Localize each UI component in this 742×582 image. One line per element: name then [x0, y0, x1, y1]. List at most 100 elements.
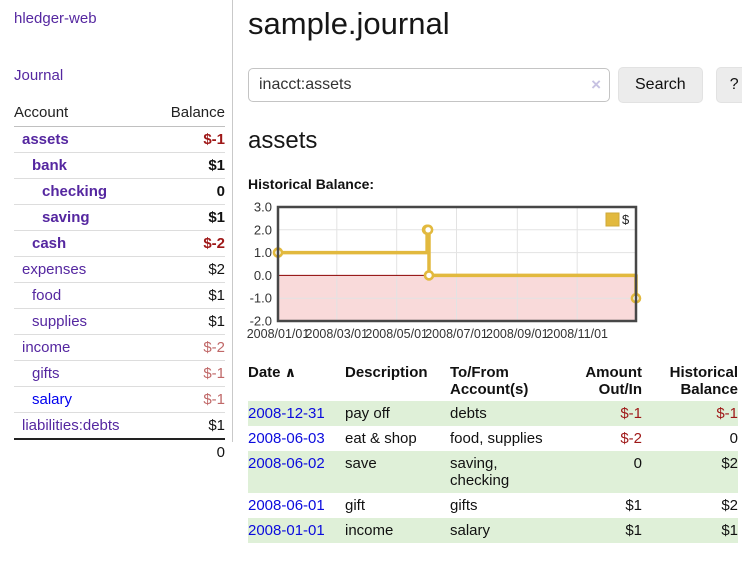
account-link-expenses[interactable]: expenses: [22, 261, 87, 278]
svg-text:-2.0: -2.0: [250, 314, 272, 329]
transaction-description: eat & shop: [345, 430, 417, 447]
account-link-checking[interactable]: checking: [42, 183, 108, 200]
svg-text:2008/09/01: 2008/09/01: [486, 327, 549, 341]
account-link-supplies[interactable]: supplies: [32, 313, 88, 330]
register-header-balance: Historical Balance: [669, 364, 738, 398]
account-row: checking 0: [14, 178, 225, 205]
register-row: 2008-01-01 income salary $1 $1: [248, 518, 738, 543]
accounts-table: Account Balance assets $-1 bank $1 check…: [14, 101, 225, 465]
brand: hledger-web: [14, 10, 225, 27]
register-row: 2008-06-03 eat & shop food, supplies $-2…: [248, 426, 738, 451]
brand-link[interactable]: hledger-web: [14, 10, 97, 27]
page-title: sample.journal: [248, 6, 450, 41]
chart-title: Historical Balance:: [248, 176, 375, 192]
svg-text:2008/11/01: 2008/11/01: [546, 327, 608, 341]
account-row: food $1: [14, 282, 225, 309]
svg-text:-1.0: -1.0: [250, 291, 272, 306]
svg-text:0.0: 0.0: [254, 268, 272, 283]
transaction-date-link[interactable]: 2008-12-31: [248, 405, 325, 422]
transaction-date-link[interactable]: 2008-06-01: [248, 497, 325, 514]
transaction-description: income: [345, 522, 394, 539]
account-balance: $-1: [153, 386, 225, 413]
transaction-balance: $2: [721, 497, 738, 514]
accounts-total-row: 0: [14, 439, 225, 465]
account-link-assets[interactable]: assets: [22, 131, 69, 148]
register-row: 2008-12-31 pay off debts $-1 $-1: [248, 401, 738, 426]
search-input[interactable]: [248, 68, 610, 102]
account-balance: 0: [153, 178, 225, 205]
account-balance: $1: [153, 412, 225, 440]
account-row: gifts $-1: [14, 360, 225, 387]
account-link-food[interactable]: food: [32, 287, 62, 304]
account-link-liabilities-debts[interactable]: liabilities:debts: [22, 417, 120, 434]
accounts-header-account: Account: [14, 101, 154, 127]
account-link-saving[interactable]: saving: [42, 209, 90, 226]
account-row: saving $1: [14, 204, 225, 231]
account-balance: $1: [153, 152, 225, 179]
account-balance: $-2: [153, 334, 225, 361]
register-header-description: Description: [345, 364, 428, 381]
transaction-balance: $1: [721, 522, 738, 539]
search-form: × Search ?: [248, 67, 742, 103]
transaction-balance: $2: [721, 455, 738, 472]
svg-text:3.0: 3.0: [254, 200, 272, 215]
transaction-balance: 0: [729, 430, 738, 447]
svg-text:2008/03/01: 2008/03/01: [306, 327, 369, 341]
account-row: income $-2: [14, 334, 225, 361]
transaction-amount: 0: [633, 455, 642, 472]
register-row: 2008-06-02 save saving, checking 0 $2: [248, 451, 738, 493]
nav: Journal: [14, 67, 225, 84]
transaction-description: gift: [345, 497, 366, 514]
legend-label: $: [622, 212, 630, 227]
accounts-header-row: Account Balance: [14, 101, 225, 127]
svg-text:2008/05/01: 2008/05/01: [365, 327, 428, 341]
historical-balance-chart: $3.0 2.0 1.0 0.0 -1.0 -2.0 2008/01/01 2008/03/0…: [247, 200, 742, 343]
account-link-income[interactable]: income: [22, 339, 71, 356]
account-row: bank $1: [14, 152, 225, 179]
transaction-amount: $-1: [620, 405, 642, 422]
account-balance: $1: [153, 308, 225, 335]
account-balance: $1: [153, 282, 225, 309]
transaction-description: pay off: [345, 405, 390, 422]
register-table: Date ∧ Description To/From Account(s) Am…: [248, 361, 738, 543]
account-link-gifts[interactable]: gifts: [32, 365, 60, 382]
account-link-bank[interactable]: bank: [32, 157, 68, 174]
transaction-date-link[interactable]: 2008-06-03: [248, 430, 325, 447]
account-balance: $-1: [153, 360, 225, 387]
hledger-web-app: hledger-web Journal Account Balance asse…: [0, 0, 742, 543]
sidebar: hledger-web Journal Account Balance asse…: [0, 0, 233, 543]
transaction-date-link[interactable]: 2008-06-02: [248, 455, 325, 472]
register-header-tofrom: To/From Account(s): [450, 364, 529, 398]
account-balance: $1: [153, 204, 225, 231]
account-balance: $-1: [153, 126, 225, 153]
help-button[interactable]: ?: [715, 67, 742, 103]
account-link-cash[interactable]: cash: [32, 235, 67, 252]
account-row: assets $-1: [14, 126, 225, 153]
transaction-accounts: salary: [450, 522, 491, 539]
account-row: salary $-1: [14, 386, 225, 413]
transaction-accounts: debts: [450, 405, 487, 422]
main-content: sample.journal × Search ? assets Histori…: [233, 0, 742, 543]
transaction-description: save: [345, 455, 377, 472]
account-heading: assets: [248, 127, 318, 154]
accounts-header-balance: Balance: [153, 101, 225, 127]
legend-swatch: [605, 212, 620, 227]
accounts-total: 0: [216, 444, 225, 461]
register-header-amount: Amount Out/In: [585, 364, 642, 398]
sidebar-divider: [232, 0, 233, 442]
search-button[interactable]: Search: [618, 67, 703, 103]
account-row: expenses $2: [14, 256, 225, 283]
account-balance: $-2: [153, 230, 225, 257]
transaction-accounts: saving, checking: [450, 455, 510, 489]
account-link-salary[interactable]: salary: [32, 391, 73, 408]
account-row: liabilities:debts $1: [14, 412, 225, 440]
transaction-balance: $-1: [716, 405, 738, 422]
register-header-date[interactable]: Date ∧: [248, 364, 297, 381]
transaction-amount: $-2: [620, 430, 642, 447]
account-row: cash $-2: [14, 230, 225, 257]
clear-search-icon[interactable]: ×: [591, 75, 601, 94]
transaction-accounts: gifts: [450, 497, 478, 514]
transaction-amount: $1: [625, 497, 642, 514]
nav-journal-link[interactable]: Journal: [14, 67, 64, 84]
transaction-date-link[interactable]: 2008-01-01: [248, 522, 325, 539]
